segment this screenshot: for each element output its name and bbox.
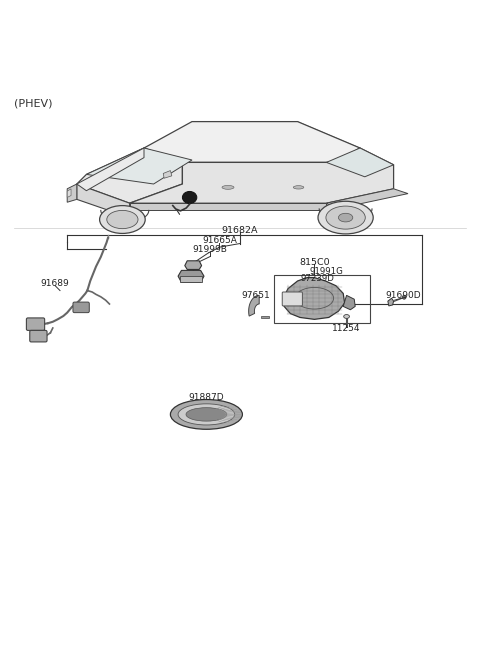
- Text: (PHEV): (PHEV): [14, 98, 53, 108]
- Polygon shape: [283, 277, 345, 319]
- Text: 97651: 97651: [241, 291, 270, 300]
- Ellipse shape: [222, 186, 234, 190]
- Polygon shape: [77, 148, 144, 191]
- Polygon shape: [77, 148, 182, 203]
- Polygon shape: [343, 295, 355, 310]
- Polygon shape: [67, 184, 77, 202]
- Text: 91999B: 91999B: [193, 245, 228, 255]
- Ellipse shape: [318, 201, 373, 234]
- Ellipse shape: [100, 205, 145, 234]
- Polygon shape: [185, 261, 202, 270]
- Text: 815C0: 815C0: [299, 258, 330, 267]
- Text: 91665A: 91665A: [202, 236, 237, 245]
- Polygon shape: [130, 148, 394, 203]
- Polygon shape: [130, 203, 326, 211]
- Ellipse shape: [182, 192, 197, 203]
- FancyBboxPatch shape: [282, 292, 302, 306]
- Bar: [261, 316, 269, 318]
- Ellipse shape: [107, 211, 138, 229]
- Polygon shape: [178, 270, 204, 282]
- Polygon shape: [388, 298, 394, 306]
- Polygon shape: [326, 148, 394, 177]
- Polygon shape: [249, 295, 259, 316]
- Text: 91690D: 91690D: [385, 291, 421, 300]
- Ellipse shape: [178, 404, 235, 425]
- Bar: [274, 276, 370, 323]
- FancyBboxPatch shape: [73, 302, 89, 313]
- Ellipse shape: [338, 213, 353, 222]
- Polygon shape: [144, 121, 360, 163]
- Ellipse shape: [293, 186, 304, 189]
- Ellipse shape: [326, 206, 365, 229]
- Ellipse shape: [170, 400, 242, 429]
- Text: 91682A: 91682A: [222, 226, 258, 235]
- Polygon shape: [77, 184, 130, 218]
- Polygon shape: [326, 189, 408, 209]
- Polygon shape: [180, 276, 202, 282]
- Text: 11254: 11254: [332, 324, 361, 333]
- FancyBboxPatch shape: [26, 318, 45, 331]
- Ellipse shape: [344, 315, 349, 318]
- Polygon shape: [86, 148, 192, 184]
- Text: 91991G: 91991G: [310, 267, 344, 276]
- Polygon shape: [163, 171, 172, 178]
- Polygon shape: [67, 189, 71, 197]
- Text: 91689: 91689: [41, 279, 70, 289]
- Text: 91887D: 91887D: [189, 393, 224, 401]
- Ellipse shape: [186, 407, 227, 421]
- Circle shape: [402, 295, 406, 299]
- Text: 97239D: 97239D: [301, 274, 335, 283]
- FancyBboxPatch shape: [30, 331, 47, 342]
